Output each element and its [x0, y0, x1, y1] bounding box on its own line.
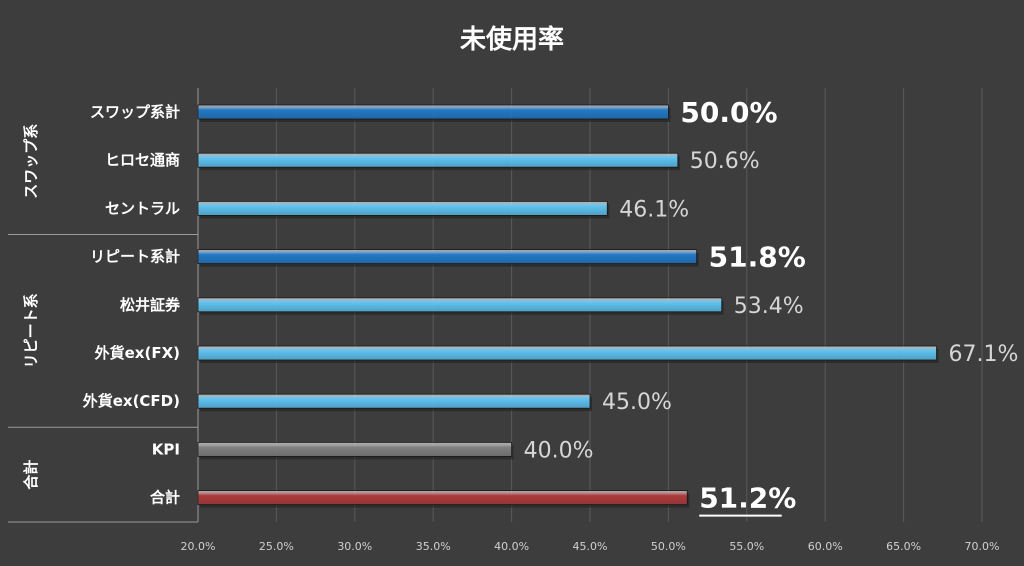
bar	[197, 441, 513, 457]
x-tick-label: 65.0%	[886, 540, 921, 553]
data-label: 50.6%	[690, 149, 760, 174]
bar	[197, 249, 698, 265]
data-label: 50.0%	[680, 96, 777, 129]
bar	[197, 297, 723, 313]
group-label: スワップ系	[22, 124, 40, 199]
bar	[197, 345, 937, 361]
category-label: セントラル	[105, 199, 180, 217]
category-label: 外貨ex(CFD)	[82, 392, 180, 410]
category-label: 合計	[149, 489, 180, 507]
chart-title: 未使用率	[460, 24, 564, 55]
data-label: 67.1%	[949, 342, 1019, 367]
data-label: 40.0%	[524, 438, 594, 463]
bar	[197, 152, 679, 168]
data-label: 45.0%	[602, 390, 672, 415]
data-label: 53.4%	[734, 294, 804, 319]
group-label: リピート系	[22, 293, 40, 368]
data-label: 46.1%	[619, 197, 689, 222]
x-tick-label: 20.0%	[181, 540, 216, 553]
category-label: 松井証券	[120, 296, 181, 314]
category-label: 外貨ex(FX)	[94, 344, 180, 362]
category-label: KPI	[152, 440, 180, 458]
bar	[197, 200, 608, 216]
x-tick-label: 35.0%	[416, 540, 451, 553]
x-tick-label: 50.0%	[651, 540, 686, 553]
x-tick-label: 60.0%	[808, 540, 843, 553]
x-tick-label: 45.0%	[573, 540, 608, 553]
bar	[197, 104, 669, 120]
data-label: 51.8%	[709, 241, 806, 274]
x-tick-label: 25.0%	[259, 540, 294, 553]
x-tick-label: 30.0%	[337, 540, 372, 553]
category-label: ヒロセ通商	[105, 151, 180, 169]
x-tick-label: 70.0%	[965, 540, 1000, 553]
category-label: リピート系計	[90, 248, 180, 266]
bar	[197, 490, 688, 506]
x-tick-label: 55.0%	[729, 540, 764, 553]
category-label: スワップ系計	[90, 103, 180, 121]
data-label: 51.2%	[699, 482, 796, 515]
x-tick-label: 40.0%	[494, 540, 529, 553]
group-label: 合計	[22, 460, 40, 491]
bar	[197, 393, 591, 409]
label-layer: 20.0% 25.0% 30.0% 35.0% 40.0% 45.0% 50.0% 55.0%…	[22, 96, 1018, 553]
bar-layer	[197, 104, 939, 508]
